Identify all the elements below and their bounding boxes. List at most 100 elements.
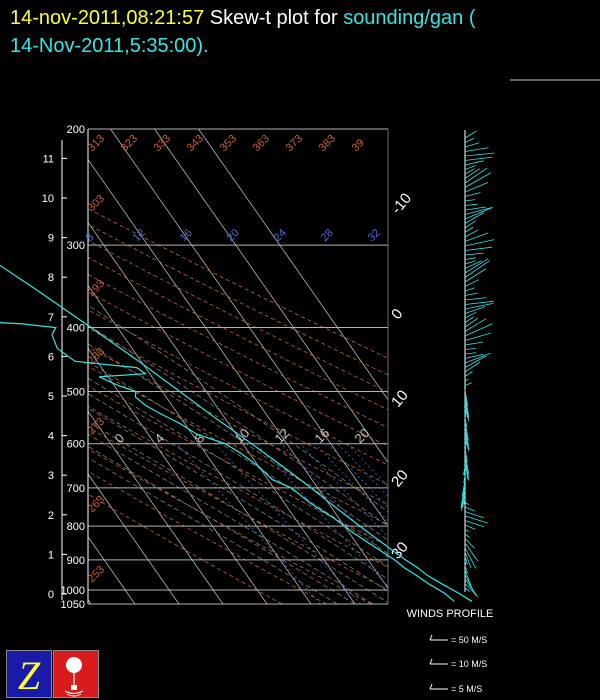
mixing-ratio-label: 28 xyxy=(319,227,336,244)
wind-barb xyxy=(464,332,491,341)
wind-barb xyxy=(464,569,472,587)
wind-barb xyxy=(464,355,487,368)
wind-barb xyxy=(464,165,476,170)
dry-adiabat-top-label: 363 xyxy=(251,133,272,154)
wind-barb xyxy=(464,207,492,220)
wind-barb xyxy=(464,403,468,419)
height-tick-label: 9 xyxy=(48,233,54,245)
height-tick-label: 10 xyxy=(42,193,54,205)
wind-barb xyxy=(464,168,475,175)
wind-barb xyxy=(464,311,477,319)
wind-barb xyxy=(464,318,487,332)
wind-barb xyxy=(463,470,466,476)
wind-barb xyxy=(464,348,476,350)
wind-barb xyxy=(464,192,481,197)
pressure-tick-label: 600 xyxy=(67,439,85,451)
height-tick-label: 1 xyxy=(48,549,54,561)
wind-barb xyxy=(464,511,484,519)
wind-barb xyxy=(464,416,468,428)
isotherm-line xyxy=(198,129,388,401)
isotherm-line xyxy=(88,159,388,589)
wind-barb xyxy=(464,448,468,462)
wind-barb xyxy=(464,443,467,450)
wind-barb xyxy=(464,147,489,152)
launch-time: 14-Nov-2011,5:35:00). xyxy=(10,35,209,57)
mixing-ratio-line xyxy=(327,443,388,508)
dry-adiabat-top-label: 373 xyxy=(284,133,305,154)
wind-barb xyxy=(464,206,493,215)
mixing-ratio-label: 32 xyxy=(366,227,383,244)
height-tick-label: 6 xyxy=(48,351,54,363)
dry-adiabat-side-label: 303 xyxy=(86,193,107,214)
mixing-ratio-label: 24 xyxy=(272,227,289,244)
wind-barb xyxy=(464,212,485,224)
isotherm-line xyxy=(88,221,356,604)
wind-barb xyxy=(464,268,486,283)
height-tick-label: 8 xyxy=(48,272,54,284)
station-name: sounding/gan ( xyxy=(343,7,476,29)
wind-barb xyxy=(464,172,492,188)
wind-barb xyxy=(464,565,468,574)
wind-barb xyxy=(464,168,481,179)
wind-barb xyxy=(464,130,477,139)
wind-barb xyxy=(463,497,466,505)
wind-barb xyxy=(464,167,488,184)
wind-barb xyxy=(464,371,473,377)
wind-barb xyxy=(464,556,468,565)
height-tick-label: 0 xyxy=(48,589,54,601)
wind-barb xyxy=(461,479,466,497)
mixing-ratio-line xyxy=(300,443,388,538)
pressure-tick-label: 1000 xyxy=(61,585,85,597)
dry-adiabat-top-label: 313 xyxy=(86,133,107,154)
wind-barb xyxy=(464,515,489,524)
wind-barb xyxy=(464,542,479,562)
wind-barb xyxy=(464,551,472,569)
wind-barb xyxy=(464,461,469,480)
isotherm-line xyxy=(154,129,388,464)
dry-adiabat-line xyxy=(88,240,388,393)
wind-barb xyxy=(464,533,470,538)
dewpoint-profile-line xyxy=(0,322,455,602)
isotherm-line xyxy=(0,129,3,604)
wind-barb xyxy=(464,199,476,202)
wind-barb xyxy=(464,220,477,229)
dry-adiabat-line xyxy=(88,405,388,568)
z-logo: Z xyxy=(6,650,52,698)
wind-barb xyxy=(464,421,469,441)
isotherm-side-label: 10 xyxy=(388,387,412,411)
wind-barb xyxy=(464,252,484,256)
title-label: Skew-t plot for xyxy=(209,7,338,29)
wind-barb xyxy=(464,152,495,157)
wind-barb xyxy=(464,353,484,359)
wind-barb xyxy=(464,560,467,566)
mixing-ratio-line xyxy=(214,443,361,604)
chart-title: 14-nov-2011,08:21:57 Skew-t plot for sou… xyxy=(10,4,476,60)
dry-adiabat-line xyxy=(88,273,388,429)
wind-barb xyxy=(463,466,466,475)
wind-barb xyxy=(464,547,477,569)
wind-barb xyxy=(464,430,469,451)
wind-barb xyxy=(464,412,467,417)
wind-barb xyxy=(464,160,484,166)
z-logo-letter: Z xyxy=(18,653,41,697)
isotherm-side-label: -10 xyxy=(388,190,415,218)
wind-legend-label: = 50 M/S xyxy=(451,635,487,645)
wind-legend-flag xyxy=(429,683,433,690)
wind-barb xyxy=(464,246,493,251)
dry-adiabat-top-label: 383 xyxy=(317,133,338,154)
wind-barb xyxy=(464,578,479,598)
mixing-ratio-label: 8 xyxy=(84,231,97,244)
dry-adiabat-line xyxy=(88,448,372,604)
wind-barb xyxy=(464,457,470,481)
wind-barb xyxy=(464,323,493,337)
wind-barb xyxy=(464,398,470,422)
dry-adiabat-line xyxy=(88,365,388,526)
pressure-tick-label: 400 xyxy=(67,323,85,335)
wind-barb xyxy=(464,316,474,323)
dry-adiabat-top-label: 353 xyxy=(218,133,239,154)
wind-barb xyxy=(464,520,485,528)
moist-adiabat-line xyxy=(88,457,338,604)
wind-barb xyxy=(464,300,494,305)
dry-adiabat-top-label: 39 xyxy=(350,137,367,154)
wind-barb xyxy=(464,137,475,143)
